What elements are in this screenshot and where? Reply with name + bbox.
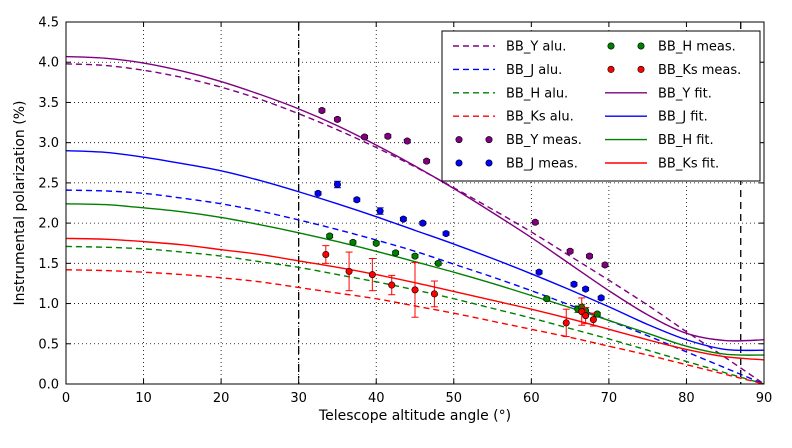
data-point-h [434, 259, 442, 267]
y-tick-label: 1.5 [38, 257, 59, 272]
data-point-j [597, 294, 605, 302]
legend-label: BB_H alu. [506, 86, 568, 101]
legend-marker [607, 42, 615, 50]
data-point-h [392, 249, 400, 257]
data-point-y [423, 157, 431, 165]
data-point-h [372, 239, 380, 247]
data-point-h [411, 252, 419, 260]
data-point-y [384, 132, 392, 140]
data-point-j [570, 280, 578, 288]
tick-layer: 0 10 20 30 40 50 60 70 80 90 0.0 0.5 1.0 1.5 2.0 2.5 3.0… [38, 16, 772, 407]
y-tick-label: 3.0 [38, 136, 59, 151]
data-point-y [601, 261, 609, 269]
data-point-y [531, 218, 539, 226]
x-tick-label: 70 [601, 391, 618, 406]
fit-line-h [65, 203, 765, 356]
data-point-ks [368, 271, 376, 279]
data-point-j [419, 219, 427, 227]
x-tick-label: 80 [678, 391, 695, 406]
legend-label: BB_Y alu. [506, 40, 566, 55]
y-tick-label: 3.5 [38, 96, 59, 111]
legend-label: BB_Ks fit. [658, 157, 719, 172]
data-point-j [399, 215, 407, 223]
data-point-h [543, 295, 551, 303]
legend-label: BB_J fit. [658, 110, 708, 125]
legend: BB_Y alu. BB_J alu. BB_H alu. BB_Ks alu. BB_… [441, 30, 761, 182]
data-point-ks [562, 319, 570, 327]
data-point-h [349, 238, 357, 246]
legend-marker [637, 65, 645, 73]
data-point-ks [345, 267, 353, 275]
x-tick-label: 90 [756, 391, 773, 406]
y-tick-label: 0.0 [38, 378, 59, 393]
data-point-ks [388, 281, 396, 289]
y-tick-label: 2.5 [38, 176, 59, 191]
legend-label: BB_J alu. [506, 63, 562, 78]
x-tick-label: 40 [368, 391, 385, 406]
y-axis-label: Instrumental polarization (%) [12, 101, 28, 306]
x-tick-label: 60 [523, 391, 540, 406]
legend-marker [485, 136, 493, 144]
data-point-ks [582, 312, 590, 320]
x-tick-label: 30 [290, 391, 307, 406]
legend-box [441, 30, 761, 182]
y-tick-label: 4.5 [38, 16, 59, 31]
data-point-j [314, 189, 322, 197]
fit-line-y [65, 55, 765, 342]
y-tick-label: 4.0 [38, 56, 59, 71]
data-point-y [566, 247, 574, 255]
data-point-j [582, 285, 590, 293]
legend-label: BB_Ks alu. [506, 110, 574, 125]
data-point-j [333, 180, 341, 188]
data-point-ks [322, 250, 330, 258]
data-point-h [326, 232, 334, 240]
legend-marker [455, 136, 463, 144]
legend-label: BB_H fit. [658, 133, 714, 148]
legend-label: BB_Y fit. [658, 86, 712, 101]
data-point-ks [430, 290, 438, 298]
legend-label: BB_H meas. [658, 40, 736, 55]
data-point-j [353, 196, 361, 204]
x-axis-label: Telescope altitude angle (°) [318, 408, 511, 424]
x-tick-label: 20 [213, 391, 230, 406]
legend-marker [485, 159, 493, 167]
plot-frame [65, 21, 765, 385]
data-point-j [376, 207, 384, 215]
data-point-j [442, 230, 450, 238]
data-point-y [361, 133, 369, 141]
y-tick-label: 1.0 [38, 297, 59, 312]
measurement-layer [314, 106, 609, 338]
data-point-y [403, 137, 411, 145]
legend-marker [607, 65, 615, 73]
data-point-y [333, 115, 341, 123]
x-tick-label: 50 [446, 391, 463, 406]
y-tick-label: 2.0 [38, 217, 59, 232]
data-point-j [535, 268, 543, 276]
legend-marker [637, 42, 645, 50]
legend-label: BB_Ks meas. [658, 63, 741, 78]
data-point-ks [411, 286, 419, 294]
fit-line-j [65, 150, 765, 352]
legend-marker [455, 159, 463, 167]
legend-label: BB_Y meas. [506, 133, 582, 148]
legend-label: BB_J meas. [506, 157, 578, 172]
data-point-y [585, 252, 593, 260]
model-line-j [65, 189, 765, 385]
data-point-y [318, 106, 326, 114]
data-point-h [593, 310, 601, 318]
x-tick-label: 10 [135, 391, 152, 406]
y-tick-label: 0.5 [38, 337, 59, 352]
x-tick-label: 0 [62, 391, 70, 406]
data-point-ks [589, 316, 597, 324]
